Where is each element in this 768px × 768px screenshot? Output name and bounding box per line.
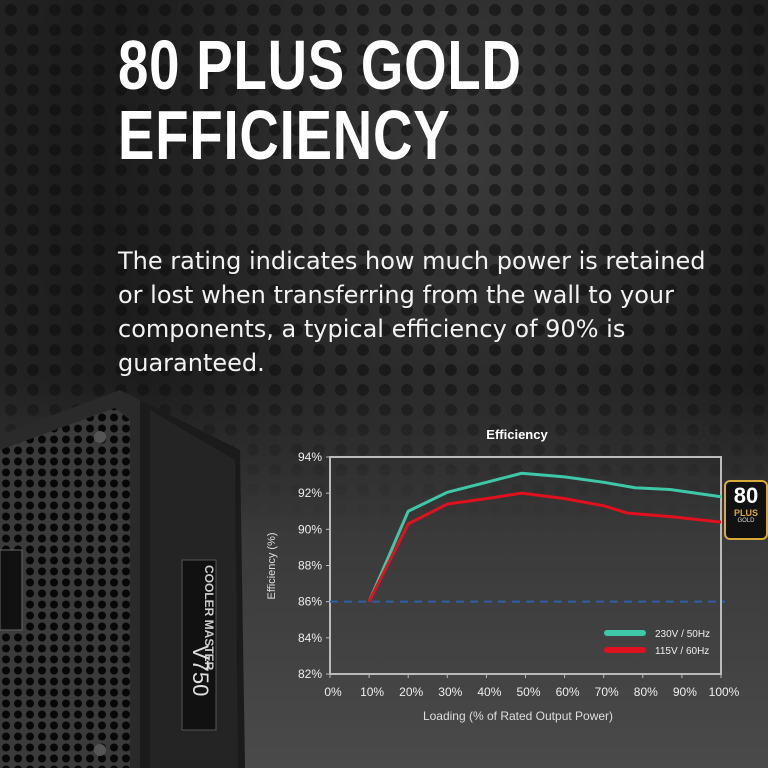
x-tick-label: 0% (324, 685, 342, 699)
headline-line1: 80 PLUS GOLD (118, 26, 522, 104)
series-line-1 (367, 471, 722, 603)
y-tick-label: 82% (298, 667, 322, 681)
x-tick-label: 100% (709, 685, 740, 699)
chart-title: Efficiency (486, 427, 548, 442)
y-tick-label: 92% (298, 486, 322, 500)
y-tick-label: 84% (298, 631, 322, 645)
description: The rating indicates how much power is r… (118, 247, 706, 377)
x-tick-label: 90% (673, 685, 697, 699)
legend-label: 230V / 50Hz (655, 629, 710, 640)
brand-logo: COOLER MASTER (202, 565, 216, 671)
x-tick-label: 40% (477, 685, 501, 699)
y-tick-label: 90% (298, 522, 322, 536)
x-tick-label: 60% (556, 685, 580, 699)
headline-line2: EFFICIENCY (118, 96, 451, 174)
y-axis-label: Efficiency (%) (266, 532, 278, 599)
badge-plus: PLUS (733, 508, 758, 518)
legend-label: 115V / 60Hz (655, 646, 709, 657)
x-tick-label: 30% (438, 685, 462, 699)
y-tick-label: 88% (298, 559, 322, 573)
x-axis-label: Loading (% of Rated Output Power) (423, 709, 613, 723)
x-tick-label: 50% (516, 685, 540, 699)
badge-tier: GOLD (737, 518, 755, 524)
psu-image: COOLER MASTER V750 (0, 390, 245, 768)
y-tick-label: 94% (298, 450, 322, 464)
x-tick-label: 70% (595, 685, 619, 699)
y-tick-label: 86% (298, 595, 322, 609)
model-label: V750 (188, 645, 213, 696)
x-tick-label: 20% (399, 685, 423, 699)
80plus-gold-badge: 80 PLUS GOLD (724, 480, 768, 540)
badge-number: 80 (733, 483, 759, 508)
series-line-2 (367, 491, 722, 603)
x-tick-label: 10% (360, 685, 384, 699)
x-tick-label: 80% (634, 685, 658, 699)
headline: 80 PLUS GOLD EFFICIENCY (118, 30, 522, 170)
